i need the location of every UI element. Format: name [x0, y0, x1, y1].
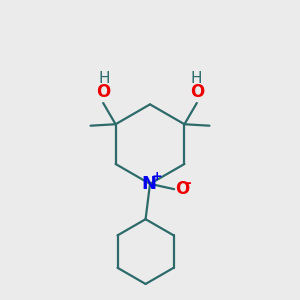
Text: N: N — [141, 175, 156, 193]
Text: O: O — [96, 83, 110, 101]
Text: H: H — [190, 71, 202, 86]
Text: O: O — [190, 83, 204, 101]
Text: -: - — [185, 176, 191, 190]
Text: H: H — [98, 71, 110, 86]
Text: O: O — [176, 180, 190, 198]
Text: +: + — [151, 170, 162, 183]
